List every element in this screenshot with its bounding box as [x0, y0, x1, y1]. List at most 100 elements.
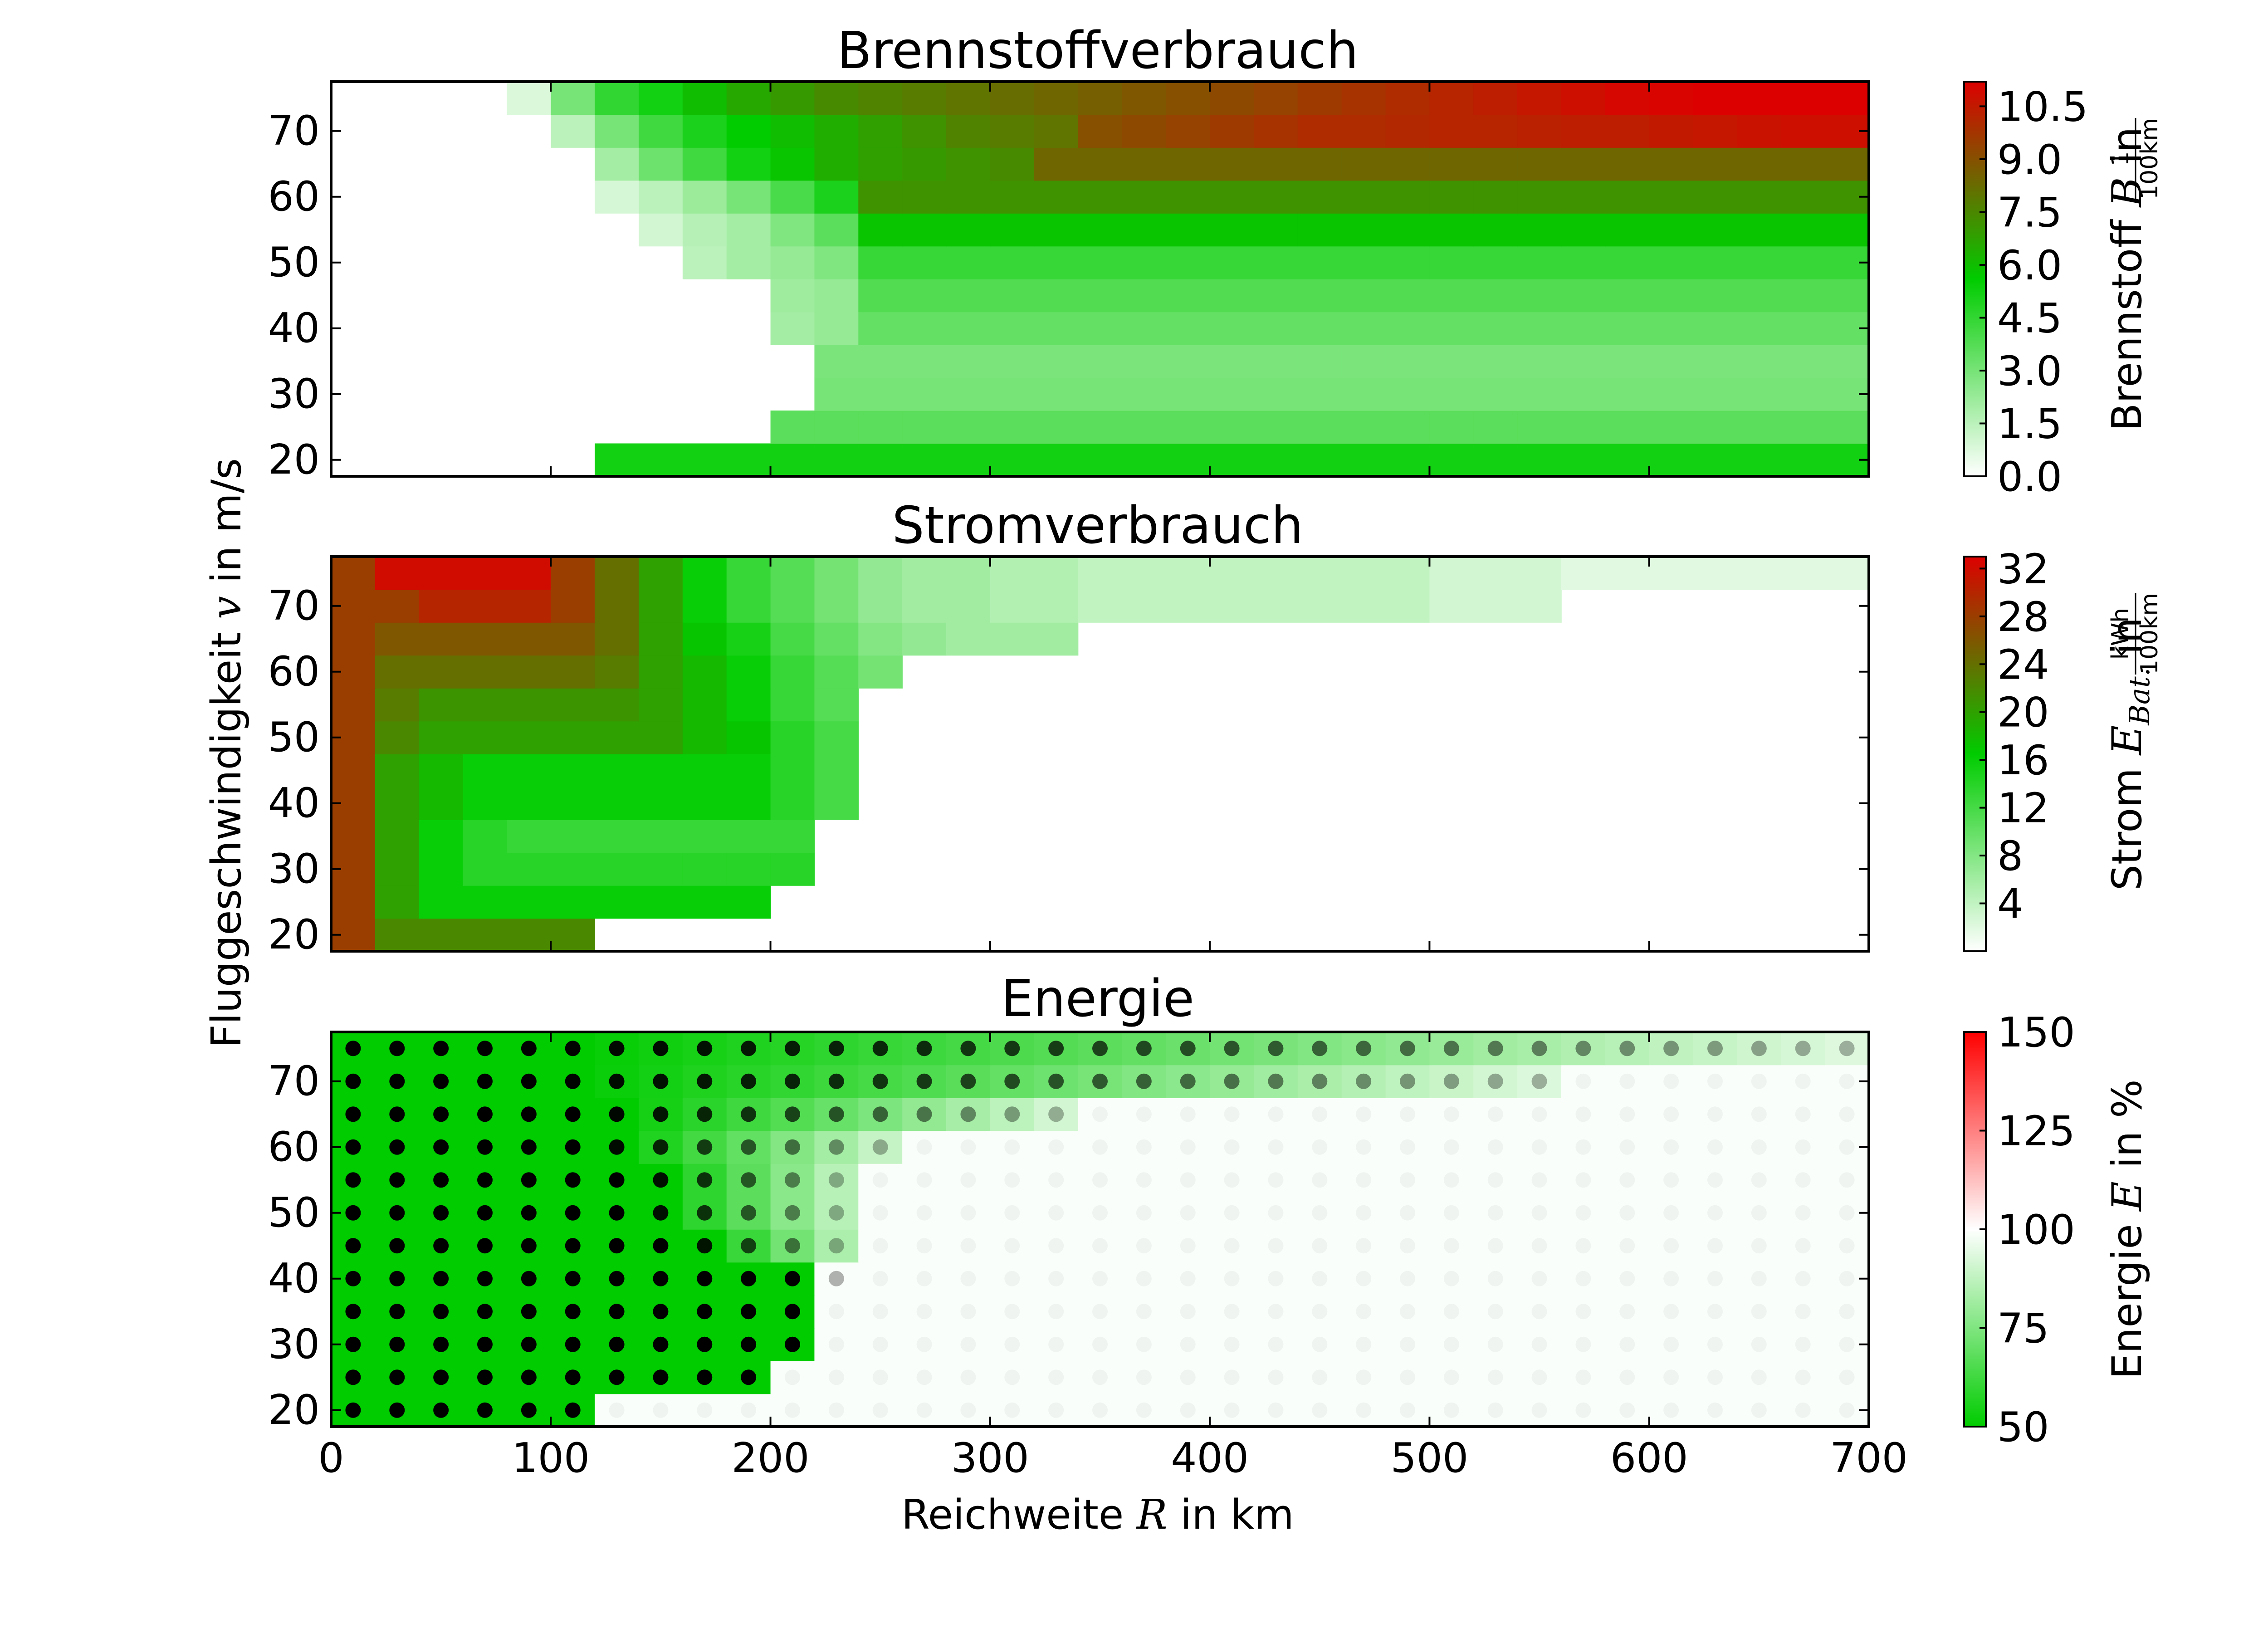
- data-point: [1092, 1369, 1108, 1385]
- data-point: [433, 1139, 449, 1155]
- colorbar-gradient: [1963, 81, 1987, 477]
- heatmap-cell: [1605, 345, 1650, 378]
- heatmap-cell: [1561, 1328, 1606, 1361]
- heatmap-cell: [1561, 246, 1606, 279]
- heatmap-cell: [1429, 180, 1474, 214]
- data-point: [1356, 1139, 1372, 1155]
- heatmap-cell: [551, 557, 595, 590]
- data-point: [1048, 1369, 1064, 1385]
- heatmap-cell: [1385, 1393, 1430, 1427]
- data-point: [828, 1172, 844, 1188]
- heatmap-cell: [946, 1328, 991, 1361]
- heatmap-cell: [1825, 82, 1869, 115]
- heatmap-cell: [1693, 147, 1738, 181]
- heatmap-cell: [1341, 557, 1386, 590]
- data-point: [609, 1106, 625, 1122]
- y-tick-label: 50: [268, 239, 320, 286]
- heatmap-cell: [990, 345, 1035, 378]
- data-point: [477, 1271, 493, 1286]
- data-point: [1180, 1205, 1196, 1221]
- heatmap-cell: [1649, 1295, 1694, 1329]
- data-point: [433, 1238, 449, 1254]
- heatmap-cell: [1473, 312, 1518, 345]
- heatmap-cell: [507, 82, 552, 115]
- heatmap-cell: [1517, 147, 1562, 181]
- heatmap-cell: [551, 589, 595, 623]
- data-point: [1531, 1172, 1547, 1188]
- heatmap-cell: [639, 443, 683, 477]
- heatmap-cell: [770, 180, 815, 214]
- heatmap-cell: [463, 787, 508, 820]
- heatmap-cell: [1649, 82, 1694, 115]
- data-point: [1400, 1336, 1415, 1352]
- data-point: [477, 1041, 493, 1056]
- y-tick-label: 60: [268, 173, 320, 220]
- heatmap-cell: [946, 443, 991, 477]
- data-point: [1751, 1304, 1767, 1320]
- heatmap-cell: [1297, 1361, 1342, 1394]
- heatmap-cell: [1385, 411, 1430, 444]
- heatmap-cell: [726, 622, 771, 656]
- data-point: [1092, 1304, 1108, 1320]
- data-point: [1443, 1238, 1459, 1254]
- heatmap-cell: [858, 213, 903, 247]
- data-point: [916, 1369, 932, 1385]
- x-tick-label: 200: [732, 1434, 810, 1482]
- heatmap-cell: [946, 622, 991, 656]
- heatmap-cell: [1166, 345, 1210, 378]
- heatmap-cell: [902, 1164, 947, 1197]
- data-point: [1268, 1172, 1284, 1188]
- heatmap-cell: [639, 82, 683, 115]
- data-point: [1707, 1304, 1723, 1320]
- heatmap-cell: [331, 622, 376, 656]
- y-axis-label: Fluggeschwindigkeit v in m/s: [203, 458, 250, 1048]
- heatmap-cell: [1210, 312, 1254, 345]
- data-point: [1663, 1139, 1679, 1155]
- data-point: [1751, 1402, 1767, 1418]
- heatmap-cell: [1210, 443, 1254, 477]
- heatmap-cell: [1341, 312, 1386, 345]
- heatmap-cell: [595, 885, 639, 919]
- heatmap-cell: [1341, 1393, 1386, 1427]
- data-point: [477, 1073, 493, 1089]
- heatmap-cell: [946, 557, 991, 590]
- heatmap-cell: [1297, 1229, 1342, 1263]
- heatmap-cell: [1473, 345, 1518, 378]
- heatmap-cell: [595, 754, 639, 787]
- heatmap-cell: [1034, 1229, 1079, 1263]
- heatmap-cell: [419, 787, 464, 820]
- heatmap-cell: [551, 820, 595, 853]
- data-point: [1443, 1271, 1459, 1286]
- data-point: [1268, 1073, 1284, 1089]
- data-point: [828, 1271, 844, 1286]
- data-point: [828, 1304, 844, 1320]
- heatmap-cell: [1166, 213, 1210, 247]
- heatmap-cell: [726, 1393, 771, 1427]
- heatmap-cell: [902, 1229, 947, 1263]
- data-point: [1443, 1139, 1459, 1155]
- heatmap-cell: [902, 589, 947, 623]
- heatmap-cell: [1254, 345, 1298, 378]
- heatmap-cell: [1297, 312, 1342, 345]
- heatmap-cell: [1297, 1130, 1342, 1164]
- heatmap-cell: [1605, 1328, 1650, 1361]
- heatmap-cell: [858, 147, 903, 181]
- data-point: [1531, 1238, 1547, 1254]
- data-point: [1048, 1172, 1064, 1188]
- heatmap-cell: [1341, 1065, 1386, 1098]
- data-point: [1619, 1369, 1635, 1385]
- heatmap-cell: [1122, 1130, 1167, 1164]
- heatmap-cell: [1078, 1196, 1123, 1230]
- data-point: [1092, 1073, 1108, 1089]
- heatmap-cell: [463, 754, 508, 787]
- heatmap-cell: [770, 1164, 815, 1197]
- heatmap-cell: [1737, 1295, 1782, 1329]
- heatmap-cell: [1429, 377, 1474, 411]
- data-point: [565, 1402, 581, 1418]
- heatmap-cell: [1473, 180, 1518, 214]
- heatmap-cell: [1693, 114, 1738, 148]
- data-point: [345, 1402, 361, 1418]
- heatmap-cell: [419, 688, 464, 722]
- heatmap-cell: [682, 721, 727, 754]
- heatmap-cell: [1034, 1328, 1079, 1361]
